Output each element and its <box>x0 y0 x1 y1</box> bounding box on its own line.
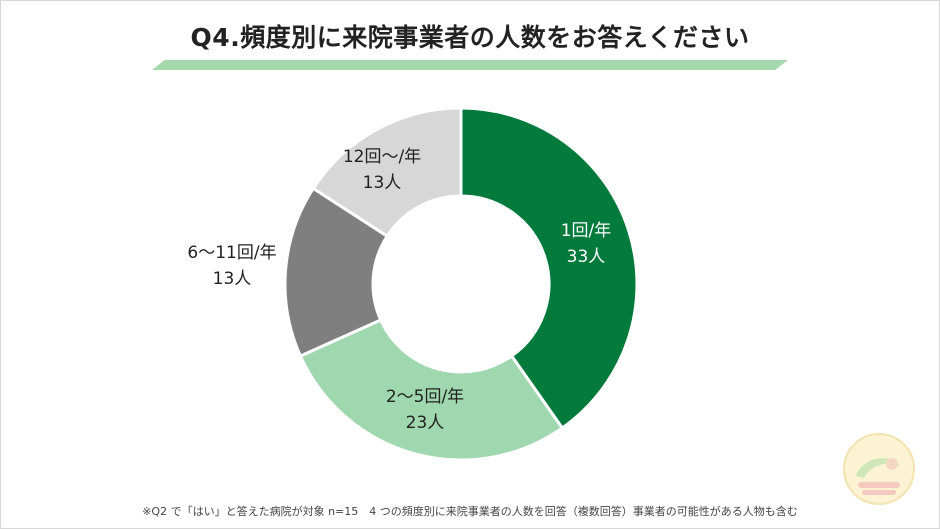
slice-4 <box>311 106 463 239</box>
title-area: Q4.頻度別に来院事業者の人数をお答えください <box>0 18 940 70</box>
slice-2 <box>298 318 565 462</box>
slice-value-1: 33人 <box>567 247 606 267</box>
slice-label-4: 12回〜/年 <box>343 147 421 167</box>
title-underline <box>152 60 788 70</box>
slice-label-2: 2〜5回/年 <box>386 387 464 407</box>
slices-group <box>283 106 639 462</box>
chart-title: Q4.頻度別に来院事業者の人数をお答えください <box>190 23 750 52</box>
slice-1 <box>459 106 639 431</box>
slice-label-3: 6〜11回/年 <box>187 243 276 263</box>
footnote: ※Q2 で「はい」と答えた病院が対象 n=15 4 つの頻度別に来院事業者の人数… <box>142 505 798 518</box>
slice-value-4: 13人 <box>363 173 402 193</box>
labels-group: 1回/年 33人 2〜5回/年 23人 6〜11回/年 13人 12回〜/年 13人 <box>187 147 611 433</box>
slice-value-3: 13人 <box>213 269 252 289</box>
slice-label-1: 1回/年 <box>561 221 612 241</box>
brand-logo <box>843 433 915 505</box>
slice-value-2: 23人 <box>406 413 445 433</box>
